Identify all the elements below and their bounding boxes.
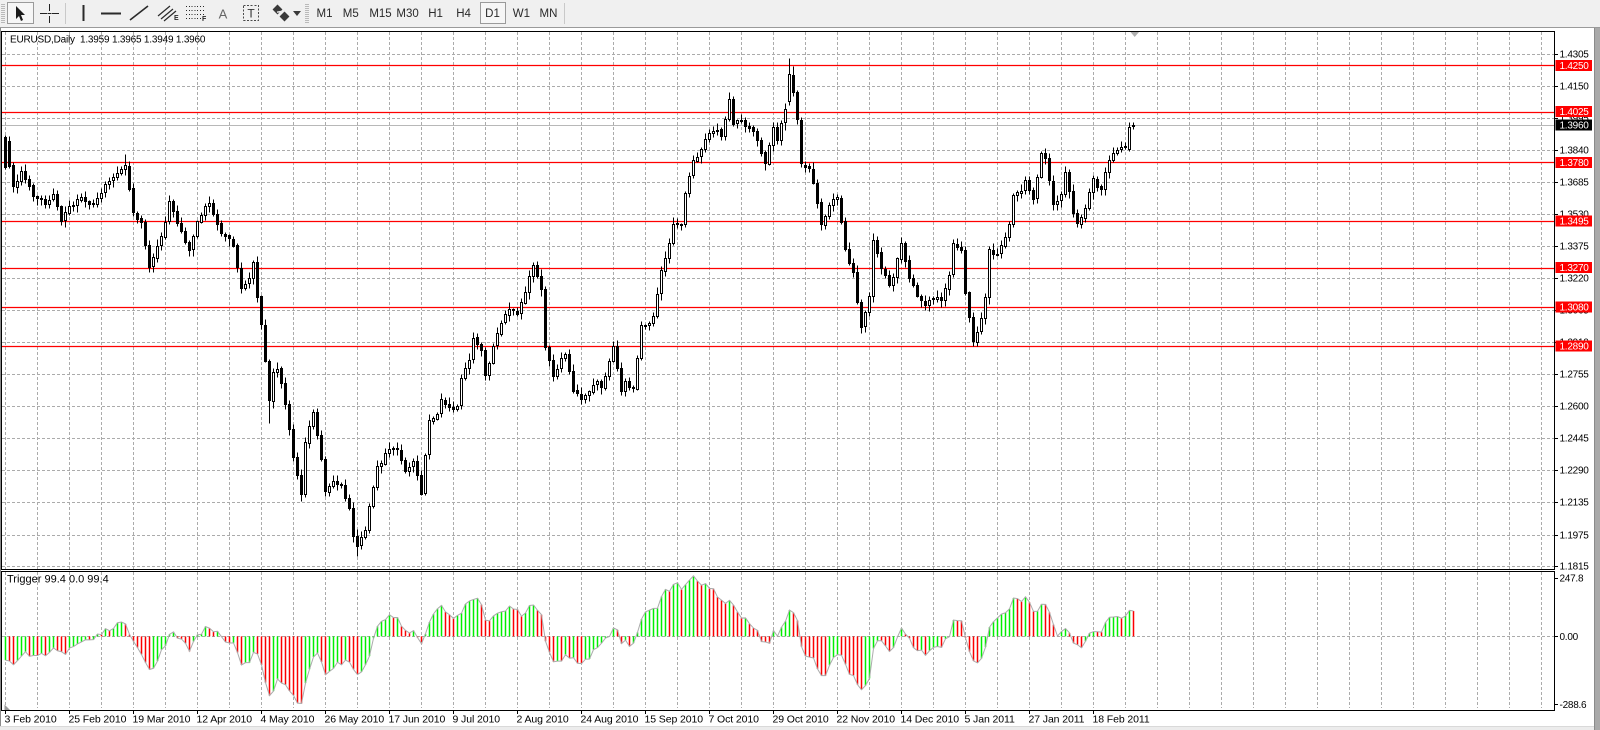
svg-text:1.1815: 1.1815 — [1560, 561, 1590, 572]
svg-text:E: E — [174, 15, 179, 22]
svg-text:M15: M15 — [369, 8, 391, 20]
svg-text:1.3375: 1.3375 — [1560, 241, 1590, 252]
svg-text:1.2445: 1.2445 — [1560, 433, 1590, 444]
svg-text:-288.6: -288.6 — [1560, 700, 1588, 711]
svg-text:5 Jan 2011: 5 Jan 2011 — [965, 714, 1015, 726]
svg-text:1.3685: 1.3685 — [1560, 177, 1590, 188]
svg-text:1.2290: 1.2290 — [1560, 465, 1590, 476]
svg-text:1.2890: 1.2890 — [1560, 342, 1590, 353]
svg-text:1.4150: 1.4150 — [1560, 81, 1590, 92]
svg-text:24 Aug 2010: 24 Aug 2010 — [581, 714, 639, 726]
svg-text:0.00: 0.00 — [1560, 632, 1579, 643]
svg-text:1.4025: 1.4025 — [1560, 107, 1590, 118]
svg-text:18 Feb 2011: 18 Feb 2011 — [1093, 714, 1150, 726]
svg-text:15 Sep 2010: 15 Sep 2010 — [645, 714, 704, 726]
svg-text:Trigger 99.4 0.0 99.4: Trigger 99.4 0.0 99.4 — [7, 574, 109, 586]
svg-text:F: F — [202, 16, 207, 23]
svg-text:1.3780: 1.3780 — [1560, 158, 1590, 169]
svg-text:M1: M1 — [317, 8, 333, 20]
svg-text:2 Aug 2010: 2 Aug 2010 — [517, 714, 569, 726]
svg-text:1.2600: 1.2600 — [1560, 401, 1590, 412]
svg-text:1.2135: 1.2135 — [1560, 497, 1590, 508]
svg-text:1.3220: 1.3220 — [1560, 273, 1590, 284]
svg-text:1.4305: 1.4305 — [1560, 49, 1590, 60]
svg-text:26 May 2010: 26 May 2010 — [325, 714, 385, 726]
svg-text:1.2755: 1.2755 — [1560, 369, 1590, 380]
svg-text:1.3840: 1.3840 — [1560, 145, 1590, 156]
svg-text:247.8: 247.8 — [1560, 573, 1584, 584]
svg-text:12 Apr 2010: 12 Apr 2010 — [197, 714, 253, 726]
svg-text:1.1975: 1.1975 — [1560, 530, 1590, 541]
svg-text:1.3080: 1.3080 — [1560, 302, 1590, 313]
svg-text:M5: M5 — [343, 8, 359, 20]
svg-text:1.3270: 1.3270 — [1560, 263, 1590, 274]
svg-text:W1: W1 — [513, 8, 530, 20]
svg-text:1.3960: 1.3960 — [1560, 121, 1590, 132]
svg-text:M30: M30 — [396, 8, 418, 20]
svg-text:7 Oct 2010: 7 Oct 2010 — [709, 714, 760, 726]
svg-text:17 Jun 2010: 17 Jun 2010 — [389, 714, 446, 726]
svg-text:H4: H4 — [456, 8, 471, 20]
svg-text:1.3495: 1.3495 — [1560, 217, 1590, 228]
svg-text:MN: MN — [540, 8, 558, 20]
svg-text:25 Feb 2010: 25 Feb 2010 — [69, 714, 127, 726]
svg-text:14 Dec 2010: 14 Dec 2010 — [901, 714, 960, 726]
svg-text:EURUSD,Daily 1.3959 1.3965 1.: EURUSD,Daily 1.3959 1.3965 1.3949 1.3960 — [10, 35, 206, 46]
svg-text:19 Mar 2010: 19 Mar 2010 — [133, 714, 191, 726]
svg-text:1.3995: 1.3995 — [1560, 113, 1590, 124]
svg-text:4 May 2010: 4 May 2010 — [261, 714, 315, 726]
svg-text:22 Nov 2010: 22 Nov 2010 — [837, 714, 896, 726]
svg-text:27 Jan 2011: 27 Jan 2011 — [1029, 714, 1085, 726]
svg-text:H1: H1 — [428, 8, 443, 20]
svg-text:1.4250: 1.4250 — [1560, 61, 1590, 72]
svg-text:3 Feb 2010: 3 Feb 2010 — [5, 714, 57, 726]
svg-text:A: A — [219, 7, 228, 22]
svg-text:29 Oct 2010: 29 Oct 2010 — [773, 714, 829, 726]
svg-text:D1: D1 — [485, 8, 500, 20]
svg-text:9 Jul 2010: 9 Jul 2010 — [453, 714, 501, 726]
svg-text:T: T — [247, 7, 255, 21]
svg-text:1.3530: 1.3530 — [1560, 209, 1590, 220]
